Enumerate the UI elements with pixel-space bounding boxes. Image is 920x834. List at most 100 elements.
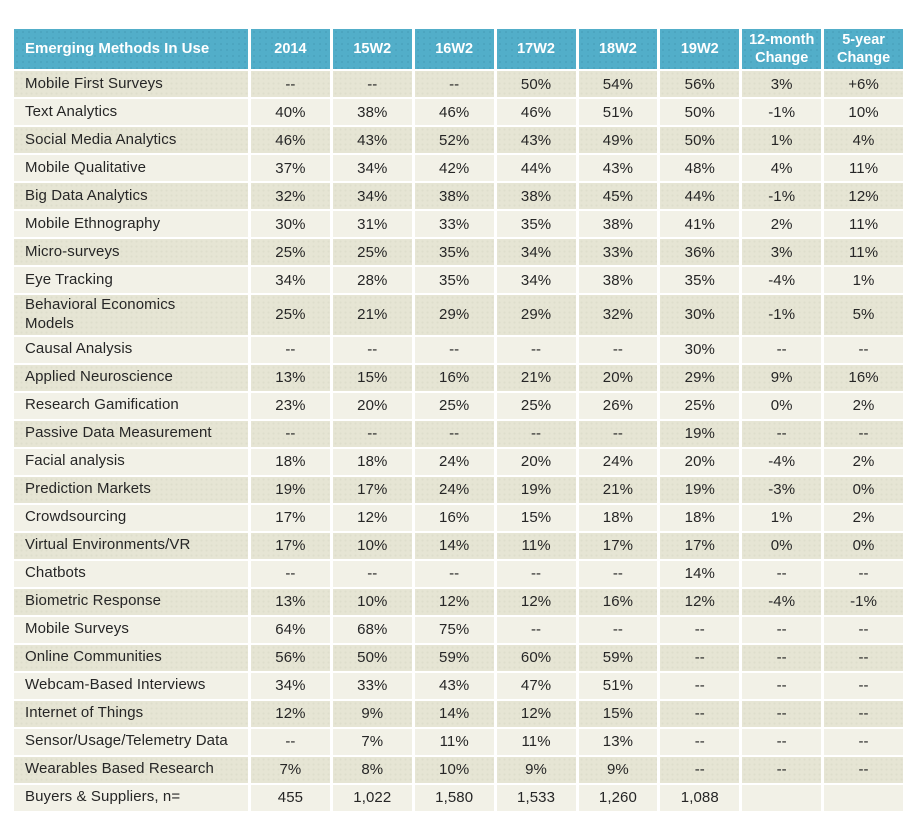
table-row: Big Data Analytics 32% 34% 38% 38% 45% 44% -1% 1… — [14, 183, 903, 209]
method-value: 20% — [660, 448, 740, 475]
method-value: 10% — [332, 532, 412, 559]
method-value: -- — [824, 336, 903, 363]
method-value: 11% — [414, 728, 494, 755]
method-label: Micro-surveys — [14, 239, 248, 265]
method-value: 11% — [824, 155, 903, 181]
method-value: 50% — [660, 127, 740, 153]
method-value: 20% — [496, 448, 576, 475]
method-value: 35% — [496, 211, 576, 237]
method-value: 38% — [578, 267, 658, 293]
method-label: Buyers & Suppliers, n= — [14, 784, 248, 811]
method-label: Webcam-Based Interviews — [14, 672, 248, 699]
method-value: 35% — [660, 267, 740, 293]
method-value: 59% — [578, 644, 658, 671]
method-value: 25% — [496, 392, 576, 419]
method-value: 9% — [496, 756, 576, 783]
method-value: -1% — [742, 183, 822, 209]
method-value: 17% — [660, 532, 740, 559]
method-value: 1,580 — [414, 784, 494, 811]
table-row: Prediction Markets 19% 17% 24% 19% 21% 19% -3% 0… — [14, 476, 903, 503]
method-value: -- — [414, 560, 494, 587]
method-value: -- — [251, 560, 330, 587]
method-value: 43% — [414, 672, 494, 699]
method-value: -- — [414, 71, 494, 97]
method-value: -- — [332, 560, 412, 587]
header-cell: 16W2 — [414, 29, 494, 69]
method-label: Big Data Analytics — [14, 183, 248, 209]
header-cell: 17W2 — [496, 29, 576, 69]
method-value: 2% — [824, 448, 903, 475]
method-value: 46% — [414, 99, 494, 125]
method-value: 12% — [251, 700, 330, 727]
method-value: 34% — [496, 239, 576, 265]
method-value: 14% — [414, 700, 494, 727]
method-value: 10% — [332, 588, 412, 615]
method-value: +6% — [824, 71, 903, 97]
method-value: 14% — [414, 532, 494, 559]
table-row: Wearables Based Research 7% 8% 10% 9% 9% -- -- -… — [14, 756, 903, 783]
method-value: 50% — [496, 71, 576, 97]
method-value: 13% — [578, 728, 658, 755]
method-value: 12% — [660, 588, 740, 615]
method-value: 30% — [660, 295, 740, 335]
method-value: -- — [742, 616, 822, 643]
header-cell: 2014 — [251, 29, 330, 69]
header-cell-title: Emerging Methods In Use — [14, 29, 248, 69]
method-value: 49% — [578, 127, 658, 153]
method-value: 38% — [496, 183, 576, 209]
method-value: 3% — [742, 71, 822, 97]
method-value: 34% — [496, 267, 576, 293]
method-value: 17% — [578, 532, 658, 559]
method-value: 10% — [824, 99, 903, 125]
method-value: 34% — [332, 183, 412, 209]
method-value: 34% — [332, 155, 412, 181]
method-value: 8% — [332, 756, 412, 783]
method-value: 17% — [251, 504, 330, 531]
method-value: -- — [578, 560, 658, 587]
method-value: -- — [496, 336, 576, 363]
method-value: -- — [742, 728, 822, 755]
method-value: -- — [824, 700, 903, 727]
method-value: 75% — [414, 616, 494, 643]
method-label: Applied Neuroscience — [14, 364, 248, 391]
method-value: 13% — [251, 364, 330, 391]
method-value: -4% — [742, 267, 822, 293]
method-value: 16% — [414, 504, 494, 531]
method-value: -- — [414, 420, 494, 447]
table-row: Chatbots -- -- -- -- -- 14% -- -- — [14, 560, 903, 587]
method-value: 19% — [251, 476, 330, 503]
method-value: -- — [660, 700, 740, 727]
method-value: -- — [496, 616, 576, 643]
method-value: -- — [742, 756, 822, 783]
method-value: 1% — [824, 267, 903, 293]
method-value: 30% — [251, 211, 330, 237]
table-row: Internet of Things 12% 9% 14% 12% 15% -- -- -- — [14, 700, 903, 727]
method-value: 11% — [496, 532, 576, 559]
header-cell: 12-month Change — [742, 29, 822, 69]
method-value: -1% — [824, 588, 903, 615]
method-value: 21% — [578, 476, 658, 503]
method-label: Social Media Analytics — [14, 127, 248, 153]
method-value: -- — [251, 420, 330, 447]
table-row: Applied Neuroscience 13% 15% 16% 21% 20% 29% 9%… — [14, 364, 903, 391]
method-value: 25% — [332, 239, 412, 265]
method-value: 12% — [332, 504, 412, 531]
method-value: 0% — [742, 532, 822, 559]
method-value: 34% — [251, 672, 330, 699]
method-value: 21% — [496, 364, 576, 391]
method-value: -- — [742, 420, 822, 447]
method-value: 12% — [496, 588, 576, 615]
method-value: 32% — [578, 295, 658, 335]
method-value: 9% — [742, 364, 822, 391]
method-value: 0% — [824, 532, 903, 559]
table-row: Causal Analysis -- -- -- -- -- 30% -- -- — [14, 336, 903, 363]
method-value: 46% — [251, 127, 330, 153]
method-value: 59% — [414, 644, 494, 671]
method-value: 56% — [251, 644, 330, 671]
method-label: Research Gamification — [14, 392, 248, 419]
method-value: 56% — [660, 71, 740, 97]
method-value: 26% — [578, 392, 658, 419]
method-value: 11% — [824, 239, 903, 265]
method-value: -- — [742, 672, 822, 699]
